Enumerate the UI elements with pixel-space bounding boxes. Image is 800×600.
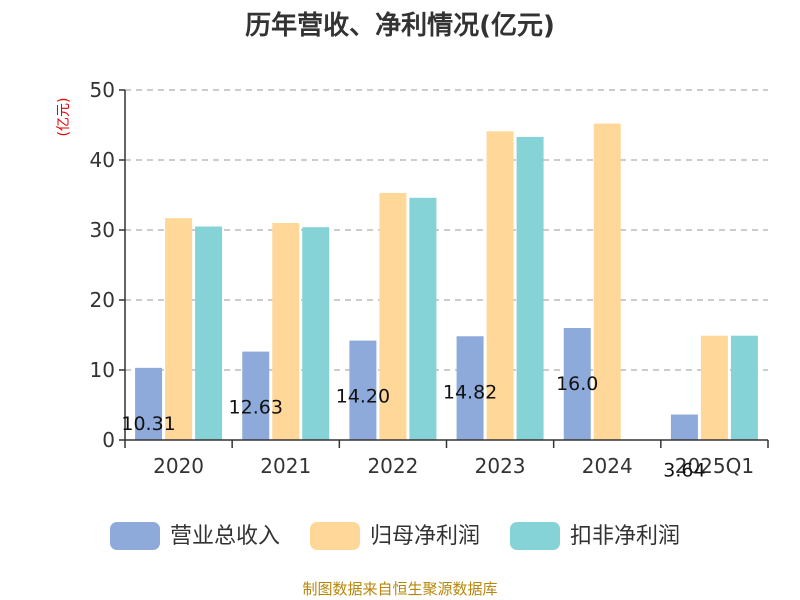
bar-series-1: [135, 367, 163, 440]
y-tick-label: 10: [90, 358, 115, 382]
legend-swatch: [110, 522, 160, 550]
bar-series-3: [730, 335, 758, 440]
legend-label: 归母净利润: [370, 524, 480, 549]
y-tick-label: 40: [90, 148, 115, 172]
source-note: 制图数据来自恒生聚源数据库: [302, 580, 497, 598]
bar-series-1: [456, 336, 484, 440]
y-axis-unit-label: (亿元): [56, 98, 72, 137]
bar-series-3: [302, 227, 330, 440]
legend-label: 扣非净利润: [570, 524, 680, 549]
data-label: 12.63: [229, 397, 283, 419]
bar-series-2: [165, 218, 193, 440]
y-tick-label: 20: [90, 288, 115, 312]
x-tick-label: 2023: [475, 454, 526, 478]
bar-series-3: [195, 226, 223, 440]
y-tick-label: 0: [102, 428, 115, 452]
x-tick-label: 2020: [153, 454, 204, 478]
bar-series-1: [242, 351, 270, 440]
bar-series-1: [349, 340, 377, 440]
x-tick-label: 2022: [367, 454, 418, 478]
bar-series-3: [516, 136, 544, 440]
bar-series-2: [379, 192, 407, 440]
data-label: 14.82: [443, 381, 497, 403]
x-tick-label: 2024: [582, 454, 633, 478]
bar-series-3: [409, 197, 437, 440]
data-label: 3.64: [663, 460, 705, 482]
data-label: 10.31: [121, 413, 175, 435]
bar-series-2: [272, 223, 300, 440]
legend: 营业总收入 归母净利润 扣非净利润: [110, 522, 680, 550]
legend-swatch: [510, 522, 560, 550]
legend-swatch: [310, 522, 360, 550]
y-tick-label: 30: [90, 218, 115, 242]
data-label: 14.20: [336, 386, 390, 408]
gridlines: [125, 89, 768, 371]
legend-label: 营业总收入: [170, 524, 280, 549]
chart-title: 历年营收、净利情况(亿元): [245, 10, 555, 41]
bar-series-2: [700, 335, 728, 440]
axes: 0 10 20 30 40 50 2020 2021 2022 2023 2024 2025Q1: [90, 78, 769, 478]
bar-series-2: [486, 131, 514, 441]
x-tick-label: 2025Q1: [675, 454, 754, 478]
y-tick-label: 50: [90, 78, 115, 102]
bars-group: [135, 123, 758, 441]
bar-series-1: [563, 328, 591, 440]
data-labels: 10.31 12.63 14.20 14.82 16.0 3.64: [121, 373, 705, 482]
bar-series-2: [593, 123, 621, 440]
x-tick-label: 2021: [260, 454, 311, 478]
bar-series-1: [670, 414, 698, 440]
data-label: 16.0: [556, 373, 598, 395]
